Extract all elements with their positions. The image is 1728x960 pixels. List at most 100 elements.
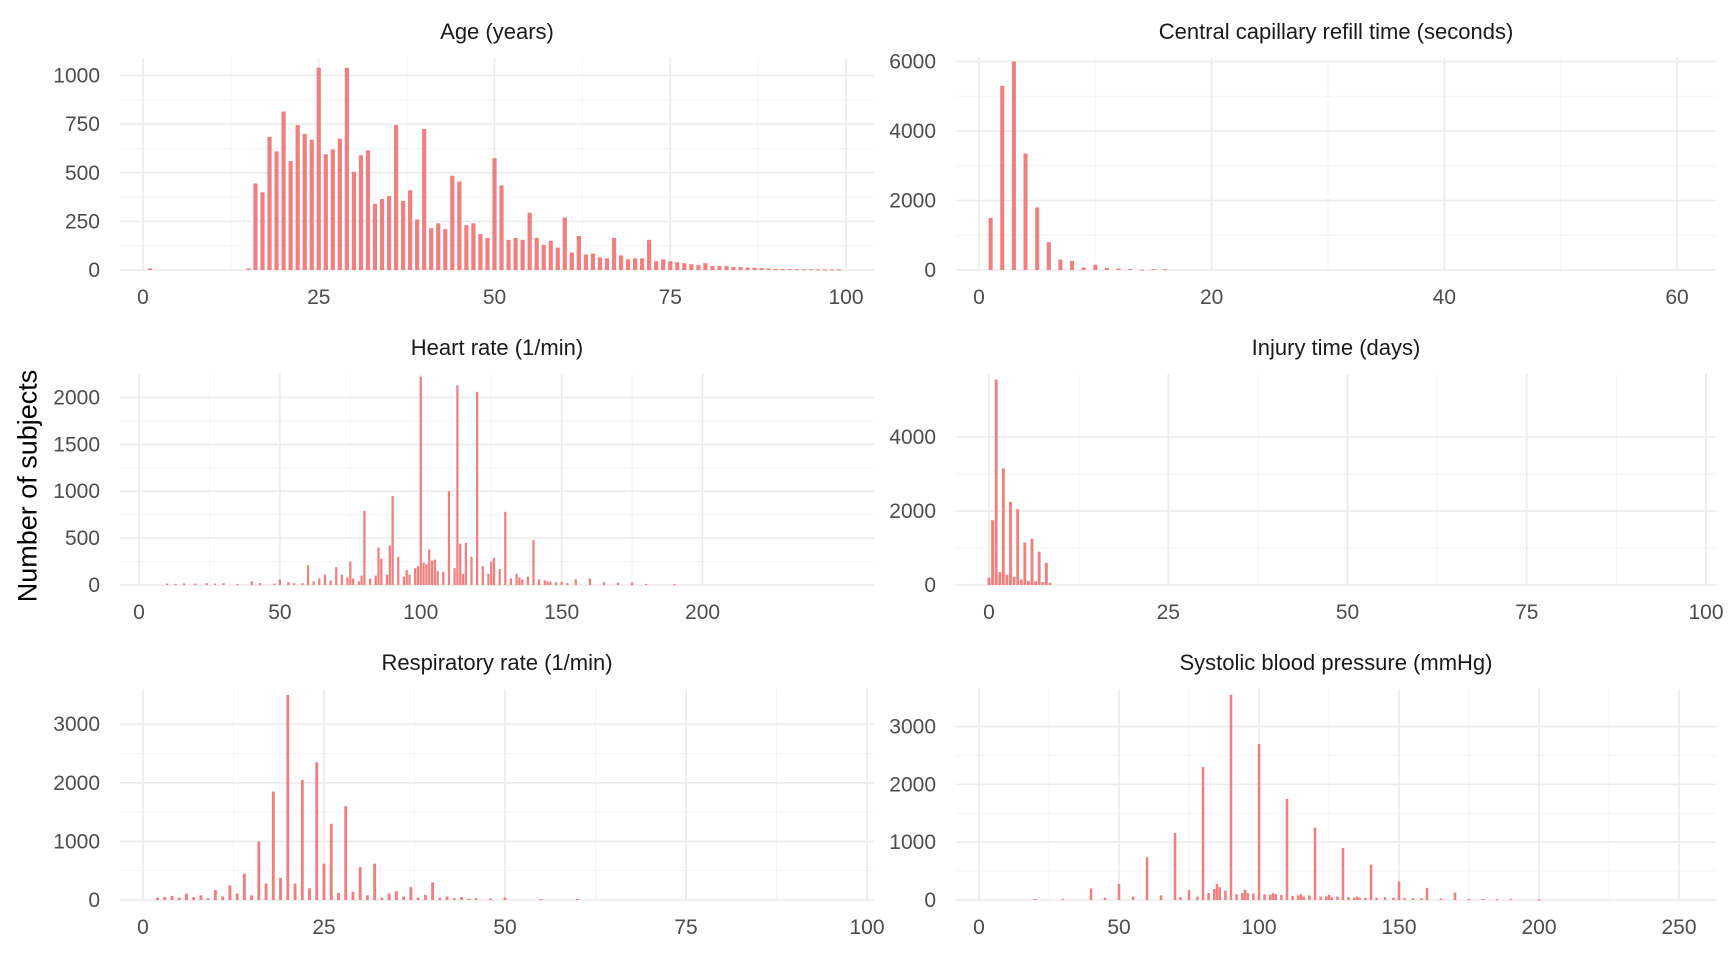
histogram-bar [815,269,820,271]
histogram-bar [422,562,425,585]
histogram-bar [372,203,378,270]
histogram-bar [668,261,673,270]
histogram-bar [1027,580,1030,585]
histogram-bar [363,510,366,585]
histogram-bar [1243,889,1247,900]
x-tick-label: 100 [849,916,884,939]
y-tick-label: 500 [65,162,100,185]
histogram-bar [242,873,246,900]
histogram-bar [998,572,1002,585]
y-tick-label: 0 [88,259,100,282]
x-tick-label: 150 [1381,916,1416,939]
histogram-bar [1016,509,1020,585]
histogram-bar [1453,892,1457,900]
y-tick-label: 1000 [53,830,100,853]
histogram-bar [1274,894,1278,900]
x-tick-label: 75 [674,916,697,939]
histogram-bar [273,583,276,585]
histogram-bar [1023,542,1027,585]
histogram-bar [640,258,645,270]
histogram-bar [476,391,479,585]
histogram-bar [344,67,349,271]
histogram-bar [625,259,631,270]
histogram-bar [1285,798,1289,900]
x-tick-label: 20 [1200,286,1223,309]
histogram-bar [1046,242,1051,270]
y-tick-label: 0 [924,259,936,282]
x-tick-label: 25 [312,916,335,939]
histogram-bar [520,239,525,270]
histogram-bar [286,694,290,900]
histogram-bar [402,576,405,585]
histogram-bar [1375,897,1378,900]
histogram-bar [527,212,532,270]
histogram-bar [682,263,687,270]
histogram-bar [590,253,596,270]
histogram-bar [416,897,420,900]
histogram-bar [1212,889,1216,900]
histogram-bar [293,883,297,900]
histogram-bar [1280,894,1283,900]
histogram-bar [991,520,995,585]
histogram-bar [630,582,634,585]
histogram-bar [213,583,217,585]
histogram-bar [260,192,265,270]
histogram-bar [351,891,355,900]
histogram-bar [611,237,617,270]
histogram-bar [1128,268,1133,270]
histogram-bar [438,897,442,900]
histogram-bar [513,237,518,270]
histogram-bar [443,229,448,270]
y-tick-label: 750 [65,113,100,136]
histogram-bar [205,583,208,585]
histogram-bar [416,566,420,585]
histogram-bar [312,581,315,585]
histogram-bar [1044,562,1048,585]
histogram-bar [250,895,254,900]
histogram-bar [745,267,750,270]
histogram-bar [246,268,251,270]
x-tick-label: 50 [483,286,506,309]
histogram-bar [1263,894,1266,900]
histogram-bar [323,574,327,585]
panel-4: 0 25 50 75 100 0 2000 4000 Injury time (days) [889,335,1723,624]
histogram-bar [346,577,349,585]
histogram-bar [1151,269,1156,271]
histogram-bar [1246,893,1250,900]
histogram-bar [357,581,360,585]
histogram-bar [228,885,232,900]
histogram-bar [1033,898,1037,900]
y-tick-label: 6000 [889,50,936,73]
histogram-bar [588,578,591,585]
histogram-bar [409,887,413,900]
histogram-bar [373,863,377,900]
histogram-bar [1271,893,1275,900]
histogram-bar [1215,883,1219,900]
y-tick-label: 2000 [889,189,936,212]
histogram-bar [401,200,406,270]
histogram-bar [1019,579,1023,585]
y-tick-label: 2000 [889,500,936,523]
histogram-bar [499,185,504,270]
histogram-bar [1009,501,1012,585]
histogram-bar [661,259,666,270]
x-tick-label: 100 [1241,916,1276,939]
histogram-bar [1117,883,1121,900]
histogram-bar [1235,894,1238,900]
histogram-bar [987,577,991,585]
panel-title: Systolic blood pressure (mmHg) [1180,650,1493,675]
histogram-bar [1139,269,1144,271]
histogram-bar [574,579,577,585]
histogram-bar [766,268,771,270]
histogram-bar [419,376,422,585]
histogram-bar [1201,767,1205,900]
x-tick-label: 50 [493,916,516,939]
histogram-bar [822,269,828,271]
histogram-bar [461,573,465,585]
histogram-bar [436,223,441,270]
x-tick-label: 0 [983,601,995,624]
histogram-bar [1005,574,1009,585]
histogram-bar [518,577,521,585]
histogram-bar [380,897,384,900]
histogram-bar [358,155,364,270]
